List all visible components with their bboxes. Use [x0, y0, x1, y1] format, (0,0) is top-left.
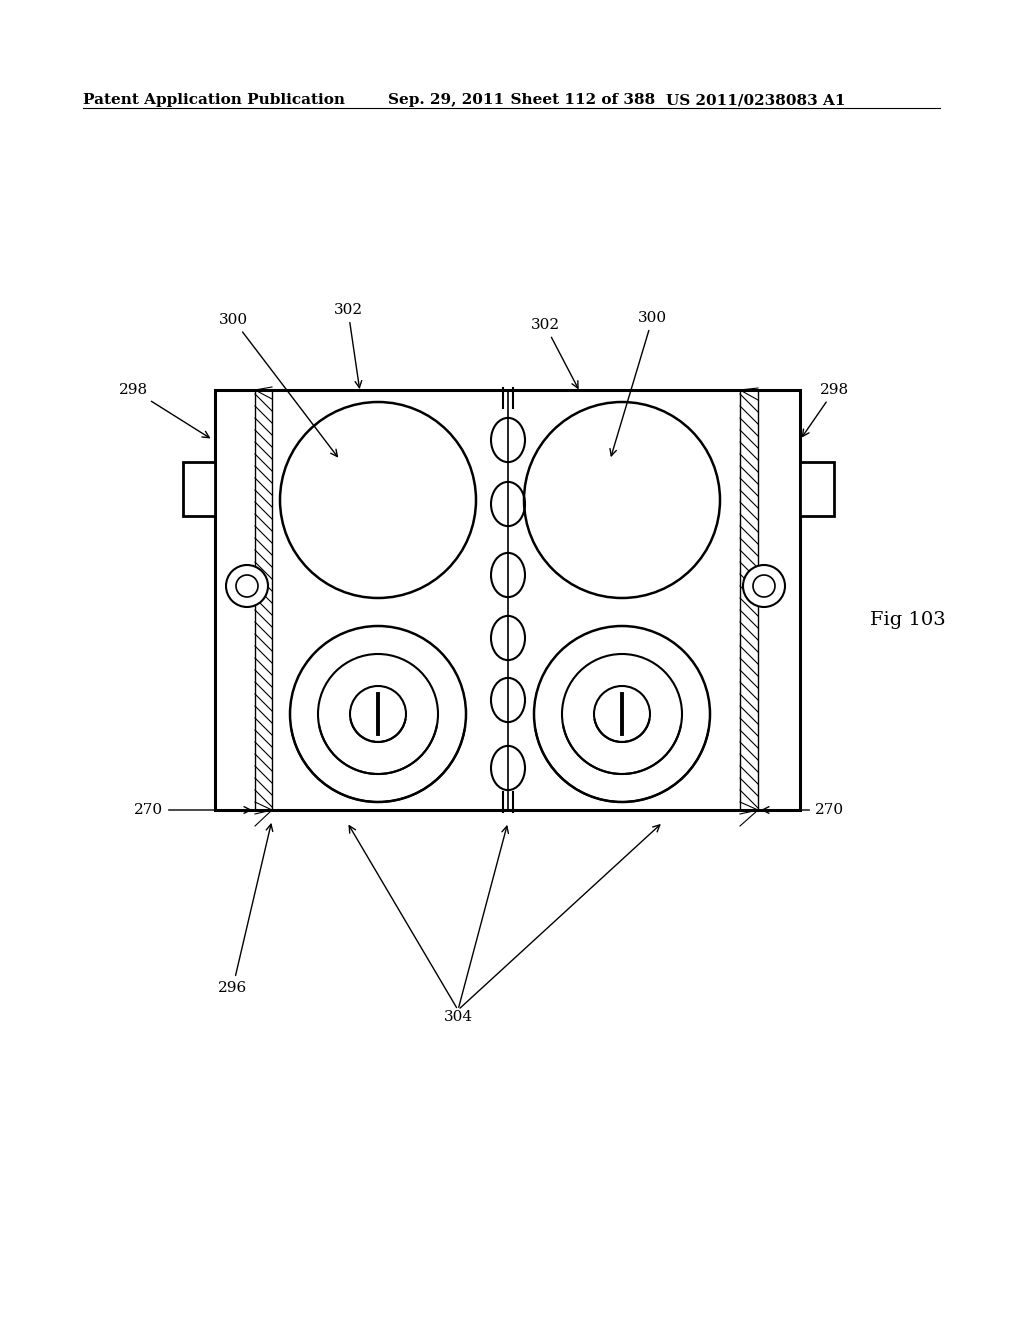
- Text: 270: 270: [134, 803, 251, 817]
- Text: 304: 304: [443, 1010, 472, 1024]
- Text: 302: 302: [334, 304, 362, 388]
- Polygon shape: [800, 462, 834, 516]
- Circle shape: [743, 565, 785, 607]
- Text: Sep. 29, 2011: Sep. 29, 2011: [388, 92, 504, 107]
- Text: 296: 296: [218, 824, 272, 995]
- Text: 302: 302: [530, 318, 578, 388]
- Text: Patent Application Publication: Patent Application Publication: [83, 92, 345, 107]
- Text: Sheet 112 of 388: Sheet 112 of 388: [500, 92, 655, 107]
- Text: Fig 103: Fig 103: [870, 611, 946, 630]
- Text: 298: 298: [803, 383, 849, 437]
- Text: 300: 300: [219, 313, 337, 457]
- Text: 298: 298: [119, 383, 209, 438]
- Polygon shape: [183, 462, 215, 516]
- Text: US 2011/0238083 A1: US 2011/0238083 A1: [666, 92, 846, 107]
- Text: 270: 270: [762, 803, 844, 817]
- Circle shape: [226, 565, 268, 607]
- Text: 300: 300: [610, 312, 667, 455]
